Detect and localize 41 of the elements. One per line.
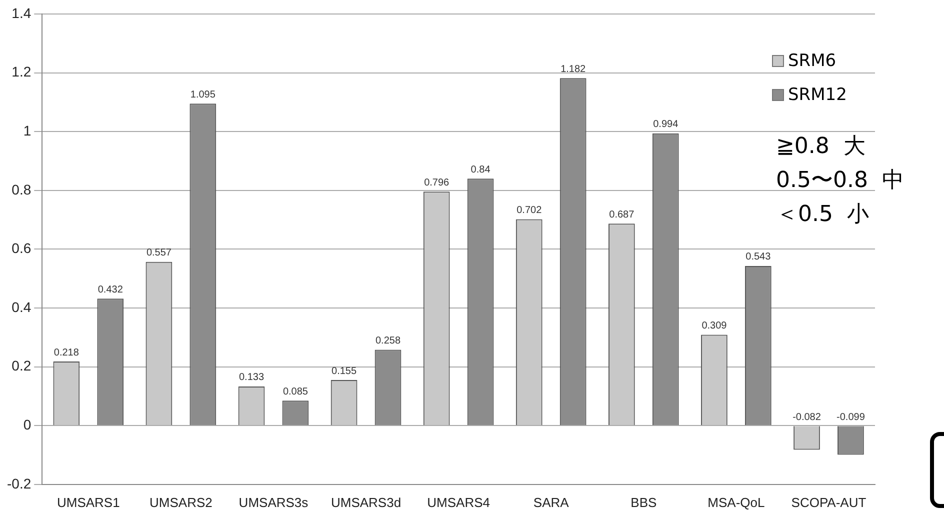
data-label: 0.218 (54, 347, 80, 358)
data-label: 0.994 (653, 119, 679, 130)
annotation: 0.5〜0.8 中 (776, 167, 904, 195)
data-label: 0.085 (282, 386, 308, 398)
x-tick-label: UMSARS4 (427, 494, 490, 510)
x-tick-label: UMSARS3d (330, 494, 402, 510)
data-label: 0.432 (98, 284, 124, 296)
data-label: 1.182 (560, 64, 586, 75)
data-label: -0.099 (836, 412, 866, 423)
annotation: ＜0.5 小 (776, 201, 870, 229)
y-tick-label: 0.2 (12, 358, 32, 374)
x-tick-label: MSA-QoL (708, 494, 765, 510)
data-label: 0.258 (375, 336, 401, 346)
y-tick-label: 1.2 (12, 64, 32, 80)
x-tick-label: UMSARS3s (238, 494, 309, 510)
y-tick-label: 1 (23, 122, 32, 138)
data-label: 0.309 (702, 320, 728, 332)
x-tick-label: UMSARS1 (56, 494, 120, 510)
data-label: 0.155 (332, 366, 357, 377)
data-label: 0.133 (238, 372, 264, 384)
y-tick-label: 0.4 (12, 298, 32, 315)
x-tick-label: UMSARS2 (150, 494, 212, 510)
data-label: 0.702 (516, 204, 542, 216)
y-tick-label: 1.4 (12, 4, 32, 21)
y-tick-label: -0.2 (7, 475, 32, 492)
data-label: 0.557 (146, 248, 172, 259)
y-tick-label: 0.6 (12, 240, 32, 256)
y-tick-label: 0.8 (12, 181, 32, 198)
x-tick-label: SARA (533, 494, 570, 510)
data-label: -0.082 (792, 412, 822, 423)
data-label: 1.095 (190, 89, 216, 100)
annotation: ≧0.8 大 (776, 133, 866, 161)
data-label: 0.687 (609, 209, 635, 220)
data-label: 0.84 (470, 164, 491, 176)
x-tick-label: BBS (630, 494, 657, 510)
x-tick-label: SCOPA-AUT (791, 494, 866, 510)
data-label: 0.543 (746, 252, 772, 263)
legend-label: SRM12 (788, 85, 847, 105)
y-tick-label: 0 (23, 416, 32, 432)
data-label: 0.796 (424, 177, 450, 188)
legend-label: SRM6 (788, 51, 836, 71)
